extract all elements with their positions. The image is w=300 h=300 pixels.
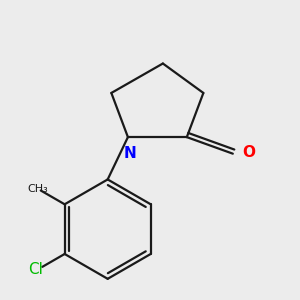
- Text: CH₃: CH₃: [27, 184, 48, 194]
- Text: N: N: [123, 146, 136, 161]
- Text: O: O: [242, 146, 255, 160]
- Text: Cl: Cl: [28, 262, 43, 277]
